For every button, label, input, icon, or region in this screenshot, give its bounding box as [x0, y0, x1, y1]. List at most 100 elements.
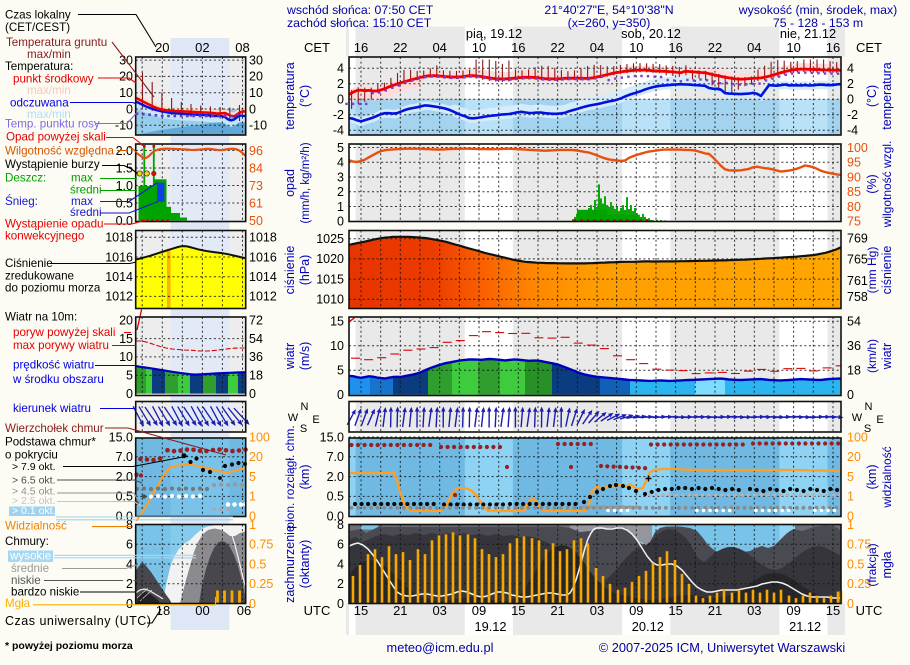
- svg-text:15.0: 15.0: [109, 430, 133, 444]
- svg-text:1010: 1010: [316, 293, 344, 307]
- svg-text:1: 1: [337, 200, 344, 214]
- svg-text:1014: 1014: [105, 270, 133, 284]
- svg-text:5: 5: [126, 369, 133, 383]
- svg-text:mgła: mgła: [880, 551, 894, 578]
- svg-text:20: 20: [847, 450, 861, 464]
- svg-text:54: 54: [847, 315, 861, 329]
- svg-text:Śnieg:: Śnieg:: [5, 195, 38, 208]
- svg-text:4: 4: [337, 557, 344, 571]
- svg-text:1: 1: [847, 490, 854, 504]
- svg-text:15: 15: [511, 603, 525, 618]
- svg-text:0: 0: [126, 102, 133, 116]
- svg-text:5: 5: [337, 141, 344, 155]
- svg-text:0: 0: [126, 387, 133, 401]
- svg-text:10: 10: [119, 350, 133, 364]
- svg-text:do poziomu morza: do poziomu morza: [5, 282, 101, 295]
- svg-text:(frakcja): (frakcja): [865, 543, 879, 586]
- svg-text:04: 04: [432, 40, 446, 55]
- svg-text:1016: 1016: [249, 250, 277, 264]
- svg-text:2: 2: [337, 577, 344, 591]
- svg-text:10: 10: [119, 86, 133, 100]
- svg-text:1016: 1016: [105, 250, 133, 264]
- svg-text:(km): (km): [865, 465, 879, 490]
- svg-text:18: 18: [249, 369, 263, 383]
- svg-text:Podstawa chmur*: Podstawa chmur*: [5, 436, 96, 449]
- svg-text:Temp. punktu rosy: Temp. punktu rosy: [5, 118, 100, 131]
- svg-text:75: 75: [847, 215, 861, 229]
- svg-text:(mm/h, kg/m²/h): (mm/h, kg/m²/h): [300, 142, 312, 223]
- svg-text:08: 08: [235, 40, 249, 55]
- svg-text:6: 6: [337, 538, 344, 552]
- svg-text:20: 20: [119, 70, 133, 84]
- svg-text:konwekcyjnego: konwekcyjnego: [5, 230, 84, 243]
- svg-text:meteo@icm.edu.pl: meteo@icm.edu.pl: [387, 640, 494, 655]
- svg-text:opad: opad: [283, 169, 297, 197]
- svg-text:7.0: 7.0: [327, 450, 344, 464]
- svg-text:09: 09: [472, 603, 486, 618]
- svg-text:Temperatura:: Temperatura:: [5, 60, 73, 73]
- svg-text:0.5: 0.5: [249, 557, 266, 571]
- svg-text:0: 0: [337, 388, 344, 402]
- svg-text:> 7.9 okt.: > 7.9 okt.: [12, 461, 56, 473]
- svg-text:* powyżej poziomu morza: * powyżej poziomu morza: [5, 640, 133, 652]
- svg-text:0: 0: [847, 388, 854, 402]
- svg-text:-4: -4: [333, 124, 344, 138]
- svg-text:Wiatr na 10m:: Wiatr na 10m:: [5, 311, 77, 324]
- svg-text:0: 0: [337, 597, 344, 611]
- svg-text:-4: -4: [847, 124, 858, 138]
- svg-text:Czas uniwersalny (UTC): Czas uniwersalny (UTC): [5, 614, 151, 628]
- svg-text:84: 84: [249, 161, 263, 175]
- svg-text:03: 03: [747, 603, 761, 618]
- svg-text:10: 10: [330, 339, 344, 353]
- svg-text:pią, 19.12: pią, 19.12: [466, 26, 522, 41]
- svg-text:15.0: 15.0: [320, 430, 344, 444]
- svg-text:Widzialność: Widzialność: [5, 520, 67, 533]
- svg-text:15: 15: [668, 603, 682, 618]
- svg-text:1: 1: [249, 518, 256, 532]
- svg-text:CET: CET: [856, 40, 882, 55]
- svg-text:36: 36: [249, 350, 263, 364]
- svg-text:0: 0: [249, 597, 256, 611]
- svg-text:96: 96: [249, 144, 263, 158]
- svg-text:04: 04: [747, 40, 761, 55]
- svg-text:6: 6: [126, 538, 133, 552]
- svg-text:50: 50: [249, 214, 263, 228]
- svg-text:wilgotność wzgl.: wilgotność wzgl.: [880, 141, 894, 229]
- svg-text:1018: 1018: [105, 231, 133, 245]
- svg-text:72: 72: [249, 314, 263, 328]
- svg-text:0.5: 0.5: [327, 490, 344, 504]
- svg-text:(%): (%): [865, 174, 879, 193]
- svg-text:W: W: [288, 412, 299, 424]
- svg-text:22: 22: [550, 40, 564, 55]
- svg-text:2: 2: [337, 185, 344, 199]
- svg-text:09: 09: [786, 603, 800, 618]
- svg-text:21: 21: [393, 603, 407, 618]
- svg-text:max/min: max/min: [27, 84, 71, 97]
- svg-text:1: 1: [847, 518, 854, 532]
- svg-text:o pokryciu: o pokryciu: [5, 449, 58, 462]
- svg-text:20: 20: [119, 314, 133, 328]
- svg-text:3: 3: [337, 170, 344, 184]
- svg-text:prędkość wiatru: prędkość wiatru: [13, 359, 94, 372]
- svg-text:85: 85: [847, 185, 861, 199]
- svg-text:16: 16: [354, 40, 368, 55]
- svg-text:4: 4: [337, 156, 344, 170]
- svg-text:2.0: 2.0: [327, 470, 344, 484]
- svg-text:0: 0: [337, 93, 344, 107]
- svg-text:61: 61: [249, 196, 263, 210]
- svg-text:Czas lokalny: Czas lokalny: [5, 9, 71, 22]
- svg-text:10: 10: [249, 86, 263, 100]
- svg-text:W: W: [852, 412, 863, 424]
- svg-text:09: 09: [629, 603, 643, 618]
- svg-text:-2: -2: [847, 108, 858, 122]
- svg-text:Ciśnienie: Ciśnienie: [5, 257, 53, 270]
- svg-text:20: 20: [249, 70, 263, 84]
- svg-text:90: 90: [847, 170, 861, 184]
- svg-text:20: 20: [249, 450, 263, 464]
- svg-text:04: 04: [590, 40, 604, 55]
- svg-text:02: 02: [195, 40, 209, 55]
- svg-text:temperatura: temperatura: [880, 62, 894, 129]
- svg-text:10: 10: [629, 40, 643, 55]
- svg-text:S: S: [300, 423, 307, 435]
- svg-text:S: S: [864, 423, 871, 435]
